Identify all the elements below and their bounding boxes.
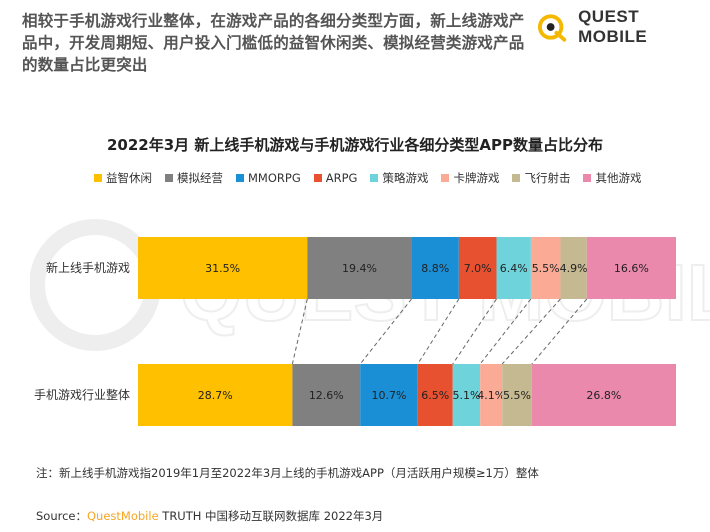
data-label: 28.7% <box>198 389 233 402</box>
chart-legend: 益智休闲 模拟经营 MMORPG ARPG 策略游戏 卡牌游戏 飞行射击 其他游戏 <box>94 170 641 186</box>
bar-segment <box>502 364 532 426</box>
logo: QUEST MOBILE <box>537 7 710 46</box>
data-label: 6.4% <box>500 262 528 275</box>
legend-item: 飞行射击 <box>512 170 570 186</box>
legend-item: 模拟经营 <box>165 170 223 186</box>
headline: 相较于手机游戏行业整体，在游戏产品的各细分类型方面，新上线游戏产品中，开发周期短… <box>22 12 525 74</box>
legend-item: 策略游戏 <box>370 170 428 186</box>
bar-segment <box>496 237 531 299</box>
legend-item: ARPG <box>313 170 358 186</box>
legend-swatch <box>370 174 379 182</box>
data-label: 5.5% <box>503 389 531 402</box>
legend-swatch <box>512 174 521 182</box>
logo-text: QUEST MOBILE <box>578 7 648 46</box>
data-label: 7.0% <box>464 262 492 275</box>
category-label: 新上线手机游戏 <box>46 260 130 275</box>
legend-label: 模拟经营 <box>177 171 223 185</box>
legend-swatch <box>583 174 592 182</box>
legend-swatch <box>313 174 322 182</box>
data-label: 16.6% <box>614 262 649 275</box>
data-label: 4.9% <box>560 262 588 275</box>
source-line: Source：QuestMobile TRUTH 中国移动互联网数据库 2022… <box>36 508 383 524</box>
legend-swatch <box>94 174 102 182</box>
bar-segment <box>530 237 561 299</box>
bar-segment <box>531 364 676 426</box>
data-label: 8.8% <box>421 262 449 275</box>
data-label: 10.7% <box>372 389 407 402</box>
legend-label: 策略游戏 <box>382 171 429 185</box>
source-prefix: Source： <box>36 509 87 523</box>
legend-label: 益智休闲 <box>106 171 152 185</box>
data-label: 4.1% <box>477 389 505 402</box>
legend-label: 飞行射击 <box>524 171 571 185</box>
source-rest: TRUTH 中国移动互联网数据库 2022年3月 <box>158 509 384 523</box>
legend-item: MMORPG <box>236 170 301 186</box>
connector-line <box>359 298 412 365</box>
legend-label: MMORPG <box>248 171 301 185</box>
quest-mobile-logo-icon <box>537 14 567 42</box>
legend-swatch <box>236 174 244 182</box>
bar-segment <box>292 364 361 426</box>
bar-segment <box>307 237 412 299</box>
bar-segment <box>360 364 418 426</box>
data-label: 5.5% <box>532 262 560 275</box>
bar-segment <box>138 237 308 299</box>
data-label: 31.5% <box>205 262 240 275</box>
legend-swatch <box>441 174 450 182</box>
connector-line <box>531 298 588 365</box>
connector-line <box>452 298 497 365</box>
connector-line <box>417 298 460 365</box>
connector-line <box>479 298 532 365</box>
data-label: 5.1% <box>452 389 480 402</box>
data-label: 6.5% <box>421 389 449 402</box>
category-label: 手机游戏行业整体 <box>34 387 130 402</box>
legend-item: 卡牌游戏 <box>441 170 499 186</box>
bar-segment <box>411 237 459 299</box>
source-brand: QuestMobile <box>87 509 159 523</box>
legend-label: 其他游戏 <box>595 171 642 185</box>
bar-segment <box>480 364 503 426</box>
data-label: 19.4% <box>342 262 377 275</box>
legend-item: 益智休闲 <box>94 170 152 186</box>
data-label: 26.8% <box>586 389 621 402</box>
legend-label: 卡牌游戏 <box>453 171 500 185</box>
connector-line <box>501 298 561 365</box>
bar-segment <box>586 237 676 299</box>
bar-segment <box>458 237 497 299</box>
connector-line <box>291 298 308 365</box>
legend-swatch <box>165 174 173 182</box>
bar-segment <box>560 237 587 299</box>
bar-segment <box>452 364 481 426</box>
legend-label: ARPG <box>325 171 358 185</box>
chart-title: 2022年3月 新上线手机游戏与手机游戏行业各细分类型APP数量占比分布 <box>106 136 603 154</box>
legend-item: 其他游戏 <box>583 170 641 186</box>
data-label: 12.6% <box>309 389 344 402</box>
footnote: 注：新上线手机游戏指2019年1月至2022年3月上线的手机游戏APP（月活跃用… <box>36 466 539 480</box>
bar-segment <box>138 364 293 426</box>
bar-segment <box>417 364 453 426</box>
